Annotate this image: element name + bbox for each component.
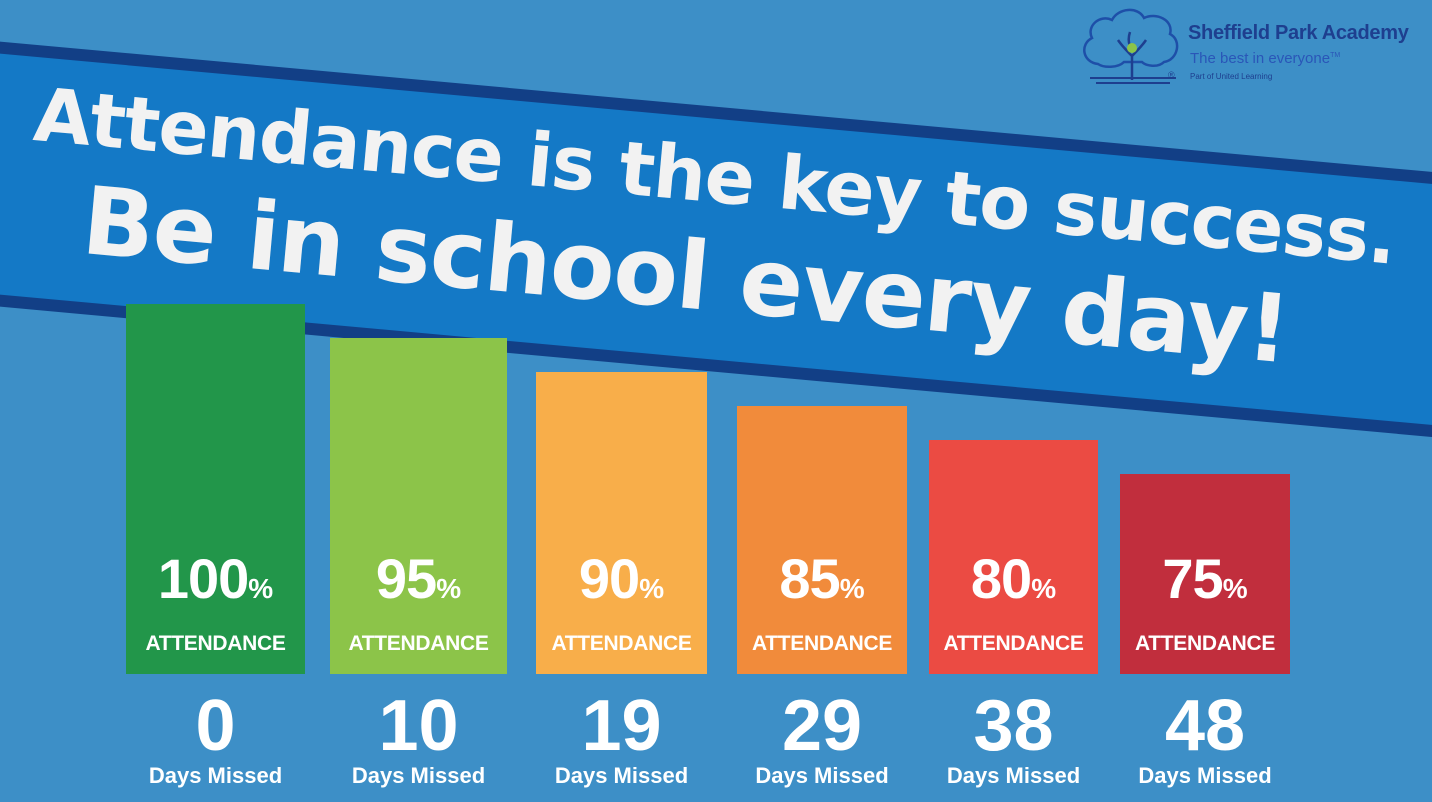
bar-value-label: 80% (929, 546, 1098, 611)
days-missed-value: 29 (781, 686, 863, 766)
days-missed-value: 10 (378, 686, 459, 766)
logo-tagline-text: The best in everyone (1190, 50, 1331, 67)
days-missed-label: Days Missed (148, 763, 283, 788)
days-missed-label: Days Missed (554, 763, 689, 788)
bar-value: 95 (375, 547, 437, 610)
days-missed-value: 0 (195, 686, 236, 766)
attendance-bar: 80% ATTENDANCE (929, 440, 1098, 674)
bar-value: 100 (157, 547, 249, 610)
bar-value-label: 85% (737, 546, 907, 611)
logo-subtitle: Part of United Learning (1190, 72, 1273, 81)
bar-attendance-label: ATTENDANCE (551, 632, 692, 655)
bar-value: 80 (970, 547, 1032, 610)
attendance-bar: 85% ATTENDANCE (737, 406, 907, 674)
bar-value-label: 75% (1120, 546, 1290, 611)
bar-value-label: 100% (126, 546, 305, 611)
bar-value-suffix: % (1222, 573, 1248, 604)
bar-value-label: 95% (330, 546, 507, 611)
days-missed-label: Days Missed (755, 763, 889, 788)
logo-trademark: TM (1330, 52, 1341, 59)
bar-value-suffix: % (1031, 573, 1057, 604)
bar-attendance-label: ATTENDANCE (348, 632, 489, 655)
bar-value: 75 (1162, 547, 1223, 610)
tree-icon (1083, 8, 1179, 84)
attendance-bar: 100% ATTENDANCE (126, 304, 305, 674)
logo-registered-mark: ® (1168, 70, 1175, 80)
bar-value: 85 (779, 547, 840, 610)
days-missed-label: Days Missed (946, 763, 1081, 788)
bar-value-suffix: % (436, 573, 462, 604)
attendance-bar: 95% ATTENDANCE (330, 338, 507, 674)
bar-value: 90 (578, 547, 640, 610)
attendance-bar: 90% ATTENDANCE (536, 372, 707, 674)
bar-value-suffix: % (839, 573, 865, 604)
logo-tagline: The best in everyoneTM (1190, 50, 1340, 67)
attendance-bar: 75% ATTENDANCE (1120, 474, 1290, 674)
days-missed-label: Days Missed (351, 763, 486, 788)
days-missed-label: Days Missed (1138, 763, 1272, 788)
days-missed-value: 48 (1164, 686, 1246, 766)
bar-attendance-label: ATTENDANCE (751, 632, 893, 655)
bar-attendance-label: ATTENDANCE (145, 632, 286, 655)
days-missed-value: 19 (581, 686, 662, 766)
bar-value-label: 90% (536, 546, 707, 611)
bar-value-suffix: % (248, 573, 274, 604)
bar-value-suffix: % (639, 573, 665, 604)
logo-school-name: Sheffield Park Academy (1188, 22, 1409, 44)
bar-attendance-label: ATTENDANCE (943, 632, 1084, 655)
days-missed-value: 38 (973, 686, 1054, 766)
bar-attendance-label: ATTENDANCE (1134, 632, 1276, 655)
school-logo: Sheffield Park Academy The best in every… (1078, 4, 1432, 86)
